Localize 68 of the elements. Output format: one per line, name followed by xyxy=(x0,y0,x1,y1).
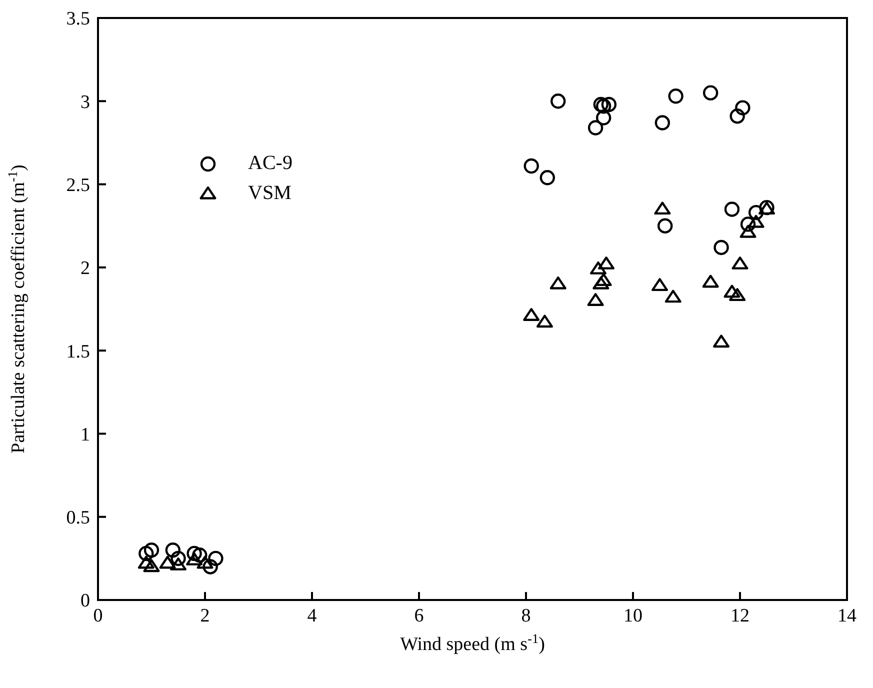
point xyxy=(664,290,682,303)
point xyxy=(202,559,218,574)
point xyxy=(208,550,224,566)
point xyxy=(196,556,214,569)
point xyxy=(590,261,606,274)
point xyxy=(740,216,756,232)
x-tick-label: 8 xyxy=(521,605,531,626)
point xyxy=(658,218,673,234)
point xyxy=(654,115,670,130)
point xyxy=(748,214,764,228)
point xyxy=(601,96,617,112)
point xyxy=(138,546,154,562)
y-tick-label: 1 xyxy=(80,424,90,446)
y-tick-label: 1.5 xyxy=(66,341,90,362)
point xyxy=(748,204,764,220)
point xyxy=(165,542,180,558)
point xyxy=(192,548,208,563)
point xyxy=(595,273,612,286)
point xyxy=(587,293,604,306)
x-tick-label: 6 xyxy=(414,605,424,626)
legend-label: VSM xyxy=(248,182,292,204)
point xyxy=(729,288,746,302)
point xyxy=(138,556,154,569)
point xyxy=(170,557,186,570)
x-tick-label: 4 xyxy=(307,605,318,626)
point xyxy=(740,224,756,238)
point xyxy=(596,98,612,114)
point xyxy=(714,240,729,256)
point xyxy=(668,88,684,104)
y-tick-label: 3.5 xyxy=(66,8,90,30)
point xyxy=(598,256,614,270)
y-tick-label: 0 xyxy=(80,590,90,612)
point xyxy=(592,276,610,290)
x-tick-label: 12 xyxy=(730,605,750,626)
x-tick-label: 2 xyxy=(200,605,210,626)
point xyxy=(159,556,176,569)
point xyxy=(186,552,203,566)
x-tick-label: 14 xyxy=(838,605,857,626)
y-tick-label: 2 xyxy=(80,258,90,280)
point xyxy=(186,546,202,562)
point xyxy=(654,202,671,215)
y-tick-label: 2.5 xyxy=(66,175,90,196)
point xyxy=(724,284,740,298)
legend-label: AC-9 xyxy=(248,152,292,174)
point xyxy=(144,542,160,558)
point xyxy=(523,308,540,321)
point xyxy=(652,278,668,292)
point xyxy=(550,276,566,290)
point xyxy=(713,334,730,348)
point xyxy=(536,314,553,328)
point xyxy=(730,108,745,124)
x-axis-title: Wind speed (m s$^{-1}$) xyxy=(400,630,545,655)
point xyxy=(596,110,612,126)
point xyxy=(593,96,608,112)
point xyxy=(170,550,186,566)
point xyxy=(588,120,604,136)
y-tick-label: 0.5 xyxy=(66,508,90,529)
point xyxy=(550,94,566,109)
y-tick-label: 3 xyxy=(80,92,90,113)
x-tick-label: 10 xyxy=(624,605,642,626)
point xyxy=(724,202,740,217)
point xyxy=(702,85,718,100)
point xyxy=(524,158,539,174)
point xyxy=(735,100,750,116)
point xyxy=(143,559,160,572)
point xyxy=(732,256,748,270)
point xyxy=(540,170,555,186)
point xyxy=(702,274,719,288)
